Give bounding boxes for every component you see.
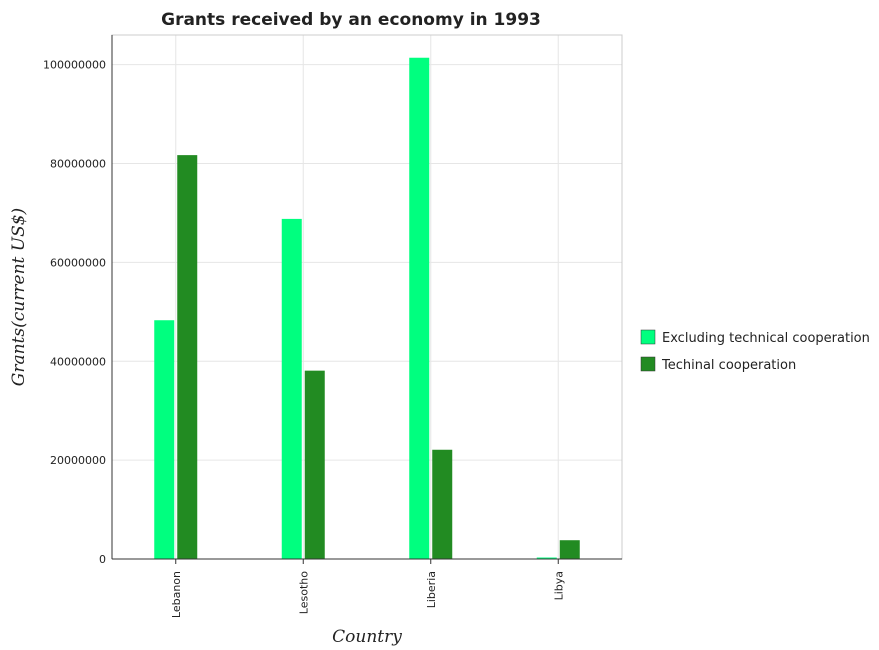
x-axis-label: Country — [332, 627, 402, 647]
y-tick-label: 60000000 — [50, 256, 106, 269]
legend-label-technical: Techinal cooperation — [661, 358, 796, 373]
bar-technical-lesotho — [305, 371, 325, 559]
legend-swatch-technical — [641, 357, 655, 371]
plot-area: 0 20000000 40000000 60000000 80000000 1000000… — [43, 35, 622, 618]
chart-title: Grants received by an economy in 1993 — [161, 10, 541, 30]
bars — [154, 58, 580, 559]
bar-technical-lebanon — [177, 155, 197, 559]
legend: Excluding technical cooperation Techinal… — [641, 330, 870, 373]
y-tick-label: 100000000 — [43, 59, 106, 72]
y-axis-label: Grants(current US$) — [9, 208, 29, 386]
x-tick-label: Liberia — [425, 571, 438, 608]
bar-excluding-liberia — [409, 58, 429, 559]
y-tick-label: 40000000 — [50, 355, 106, 368]
y-tick-label: 20000000 — [50, 454, 106, 467]
x-tick-label: Lesotho — [297, 571, 310, 614]
bar-technical-liberia — [432, 450, 452, 559]
bar-technical-libya — [560, 540, 580, 559]
bar-excluding-lesotho — [282, 219, 302, 559]
x-tick-labels: Lebanon Lesotho Liberia Libya — [170, 559, 566, 618]
legend-swatch-excluding — [641, 330, 655, 344]
x-tick-label: Lebanon — [170, 571, 183, 618]
y-tick-label: 0 — [99, 553, 106, 566]
y-tick-label: 80000000 — [50, 158, 106, 171]
x-tick-label: Libya — [552, 571, 565, 600]
bar-excluding-lebanon — [154, 320, 174, 559]
legend-label-excluding: Excluding technical cooperation — [662, 331, 870, 346]
y-tick-labels: 0 20000000 40000000 60000000 80000000 1000000… — [43, 59, 106, 566]
